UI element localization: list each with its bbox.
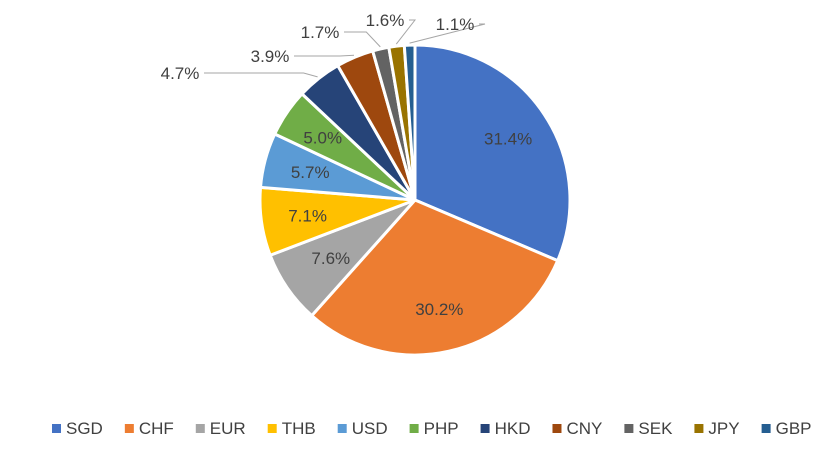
legend-swatch-gbp	[761, 424, 771, 433]
legend-item-eur: EUR	[195, 419, 246, 438]
data-label-php: 5.0%	[303, 128, 342, 147]
legend-label-gbp: GBP	[776, 419, 812, 438]
pie-slice-gbp	[402, 43, 417, 202]
legend-label-thb: THB	[282, 419, 316, 438]
legend-swatch-sek	[624, 424, 634, 433]
legend-item-jpy: JPY	[694, 419, 740, 438]
leader-lines	[204, 19, 486, 78]
legend-label-sek: SEK	[638, 419, 673, 438]
data-label-sek: 1.7%	[301, 23, 340, 42]
data-label-jpy: 1.6%	[366, 11, 405, 30]
legend-label-eur: EUR	[210, 419, 246, 438]
legend-item-sgd: SGD	[52, 419, 103, 438]
legend-item-php: PHP	[409, 419, 459, 438]
leader-line-jpy	[395, 19, 417, 45]
legend-item-cny: CNY	[552, 419, 602, 438]
data-labels: 31.4% 30.2% 7.6% 7.1% 5.7% 5.0% 4.7% 3.9% 1.7% 1.…	[161, 11, 533, 319]
data-label-gbp: 1.1%	[436, 15, 475, 34]
legend-swatch-usd	[337, 424, 347, 433]
legend-swatch-sgd	[52, 424, 61, 433]
legend-item-thb: THB	[267, 419, 316, 438]
legend-label-hkd: HKD	[495, 419, 531, 438]
data-label-eur: 7.6%	[311, 249, 350, 268]
pie-slices	[258, 43, 572, 357]
data-label-usd: 5.7%	[291, 163, 330, 182]
leader-line-sek	[344, 31, 381, 48]
data-label-cny: 3.9%	[251, 47, 290, 66]
data-label-hkd: 4.7%	[161, 64, 200, 83]
legend-swatch-hkd	[480, 424, 490, 433]
leader-line-hkd	[204, 72, 318, 78]
legend-item-hkd: HKD	[480, 419, 531, 438]
legend-swatch-jpy	[694, 424, 704, 433]
pie-slice-sgd	[413, 43, 572, 263]
legend-label-jpy: JPY	[708, 419, 739, 438]
legend-item-sek: SEK	[624, 419, 673, 438]
legend-label-chf: CHF	[139, 419, 174, 438]
legend-swatch-eur	[195, 424, 205, 433]
data-label-chf: 30.2%	[415, 300, 463, 319]
legend-swatch-php	[409, 424, 419, 433]
pie-slice-chf	[310, 198, 560, 357]
leader-line-cny	[294, 54, 355, 57]
legend-label-usd: USD	[352, 419, 388, 438]
legend-label-cny: CNY	[566, 419, 602, 438]
data-label-sgd: 31.4%	[484, 129, 532, 148]
leader-line-gbp	[409, 23, 486, 44]
legend-swatch-chf	[124, 424, 134, 433]
legend-item-usd: USD	[337, 419, 388, 438]
legend-item-gbp: GBP	[761, 419, 812, 438]
legend-item-chf: CHF	[124, 419, 174, 438]
legend: SGD CHF EUR THB USD PHP HKD CNY SEK JPY GBP	[52, 419, 812, 438]
legend-label-php: PHP	[424, 419, 459, 438]
legend-swatch-cny	[552, 424, 562, 433]
legend-swatch-thb	[267, 424, 277, 433]
legend-label-sgd: SGD	[66, 419, 103, 438]
data-label-thb: 7.1%	[288, 206, 327, 225]
